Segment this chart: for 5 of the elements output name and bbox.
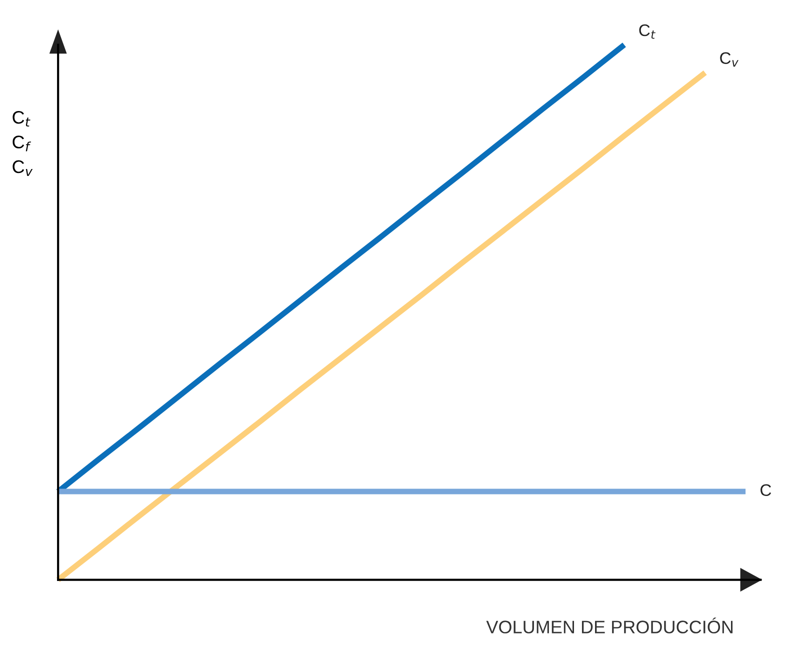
x-axis-title: VOLUMEN DE PRODUCCIÓN <box>486 618 732 634</box>
y-axis-title: C$_{t}$ C$_{f}$ C$_{v}$ <box>12 110 33 176</box>
series-label: C$_{v}$ <box>720 52 738 67</box>
series-label: C$_{t}$ <box>639 24 656 39</box>
series-label: C <box>760 484 772 496</box>
